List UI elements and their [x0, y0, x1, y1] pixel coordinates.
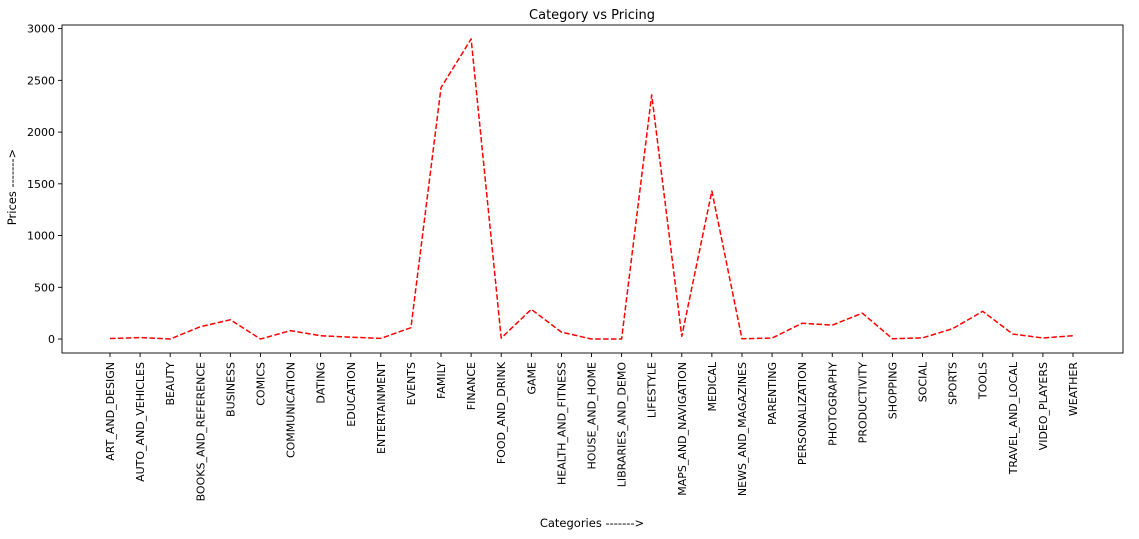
- x-tick-label: BOOKS_AND_REFERENCE: [194, 362, 207, 501]
- x-tick-label: BUSINESS: [224, 362, 237, 417]
- y-axis-label: Prices ------->: [5, 149, 19, 225]
- y-tick-label: 2000: [27, 126, 55, 139]
- x-tick-label: HEALTH_AND_FITNESS: [555, 362, 568, 485]
- x-tick-label: GAME: [525, 362, 538, 395]
- x-tick-label: SHOPPING: [886, 362, 899, 419]
- x-tick-label: ART_AND_DESIGN: [104, 362, 117, 461]
- x-tick-label: LIFESTYLE: [646, 362, 659, 418]
- x-tick-label: NEWS_AND_MAGAZINES: [736, 362, 749, 496]
- x-tick-label: VIDEO_PLAYERS: [1037, 362, 1050, 450]
- y-tick-label: 3000: [27, 23, 55, 36]
- x-tick-label: PRODUCTIVITY: [856, 362, 869, 444]
- y-tick-label: 500: [34, 281, 55, 294]
- x-tick-label: TOOLS: [977, 362, 990, 400]
- y-tick-label: 0: [48, 333, 55, 346]
- x-tick-label: PERSONALIZATION: [796, 362, 809, 465]
- x-tick-label: EVENTS: [405, 362, 418, 405]
- x-tick-label: SOCIAL: [917, 361, 930, 402]
- x-tick-label: FINANCE: [465, 362, 478, 410]
- x-tick-label: FAMILY: [435, 362, 448, 399]
- y-tick-label: 2500: [27, 74, 55, 87]
- chart-title: Category vs Pricing: [529, 8, 655, 23]
- x-tick-label: PARENTING: [766, 362, 779, 425]
- x-tick-label: DATING: [315, 362, 328, 404]
- x-tick-label: AUTO_AND_VEHICLES: [134, 362, 147, 482]
- x-tick-label: COMMUNICATION: [285, 362, 298, 458]
- series-line: [109, 38, 1074, 340]
- x-tick-label: PHOTOGRAPHY: [826, 362, 839, 446]
- x-tick-label: COMICS: [254, 362, 267, 406]
- axes-frame: [61, 24, 1124, 354]
- x-tick-label: LIBRARIES_AND_DEMO: [616, 362, 629, 488]
- x-tick-label: TRAVEL_AND_LOCAL: [1007, 361, 1020, 475]
- plot-area: 0 500 1000 1500 2000 2500 3000 ART_AND_DESIGN AU…: [27, 23, 1124, 501]
- y-tick-label: 1000: [27, 230, 55, 243]
- x-axis-label: Categories ------->: [540, 516, 644, 530]
- x-tick-label: BEAUTY: [164, 362, 177, 406]
- x-tick-label: FOOD_AND_DRINK: [495, 361, 508, 464]
- x-tick-label: ENTERTAINMENT: [375, 362, 388, 454]
- y-tick-label: 1500: [27, 178, 55, 191]
- x-tick-label: MEDICAL: [706, 361, 719, 411]
- x-tick-label: EDUCATION: [345, 362, 358, 427]
- x-tick-label: HOUSE_AND_HOME: [586, 362, 599, 470]
- x-tick-label: MAPS_AND_NAVIGATION: [676, 362, 689, 496]
- x-tick-label: WEATHER: [1067, 362, 1080, 416]
- x-tick-label: SPORTS: [947, 362, 960, 405]
